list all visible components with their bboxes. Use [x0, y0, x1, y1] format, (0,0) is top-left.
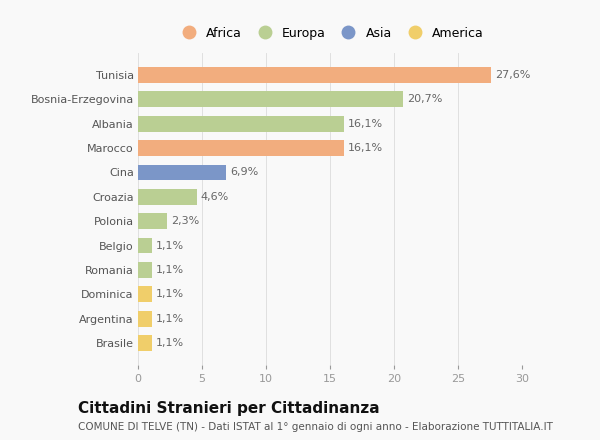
Bar [138, 165, 226, 180]
Text: Cittadini Stranieri per Cittadinanza: Cittadini Stranieri per Cittadinanza [78, 401, 380, 416]
Bar [138, 311, 152, 326]
Bar [138, 213, 167, 229]
Text: 1,1%: 1,1% [156, 314, 184, 324]
Text: 16,1%: 16,1% [348, 119, 383, 128]
Legend: Africa, Europa, Asia, America: Africa, Europa, Asia, America [171, 22, 489, 44]
Text: 27,6%: 27,6% [495, 70, 530, 80]
Bar [138, 140, 344, 156]
Text: 4,6%: 4,6% [201, 192, 229, 202]
Bar [138, 238, 152, 253]
Text: 1,1%: 1,1% [156, 338, 184, 348]
Text: 1,1%: 1,1% [156, 241, 184, 250]
Text: 2,3%: 2,3% [171, 216, 200, 226]
Bar [138, 189, 197, 205]
Text: 1,1%: 1,1% [156, 290, 184, 299]
Text: 6,9%: 6,9% [230, 168, 259, 177]
Text: 20,7%: 20,7% [407, 94, 442, 104]
Bar [138, 67, 491, 83]
Bar [138, 116, 344, 132]
Bar [138, 335, 152, 351]
Text: 16,1%: 16,1% [348, 143, 383, 153]
Text: 1,1%: 1,1% [156, 265, 184, 275]
Bar [138, 92, 403, 107]
Bar [138, 286, 152, 302]
Text: COMUNE DI TELVE (TN) - Dati ISTAT al 1° gennaio di ogni anno - Elaborazione TUTT: COMUNE DI TELVE (TN) - Dati ISTAT al 1° … [78, 422, 553, 432]
Bar [138, 262, 152, 278]
